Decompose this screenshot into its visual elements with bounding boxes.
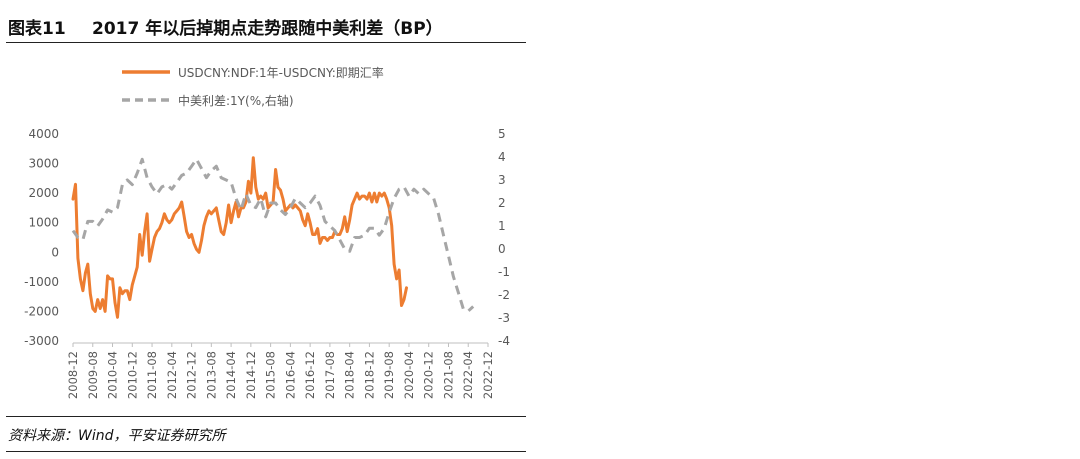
left-y-axis: 4000 3000 2000 1000 0 -1000 -2000 -3000	[24, 127, 59, 348]
series-line-2	[71, 157, 475, 313]
plot-area	[71, 156, 475, 319]
right-tick-label: -4	[498, 334, 510, 348]
left-tick-label: 4000	[28, 127, 59, 141]
left-tick-label: 0	[51, 245, 59, 259]
x-axis: 2008-12 2009-08 2010-04 2010-12 2011-08 2012-…	[66, 342, 495, 399]
x-tick-label: 2012-04	[165, 351, 179, 399]
right-y-axis: 5 4 3 2 1 0 -1 -2 -3 -4	[498, 127, 510, 348]
x-tick-label: 2015-08	[264, 351, 278, 399]
figure-title: 2017 年以后掉期点走势跟随中美利差（BP）	[92, 19, 443, 39]
x-tick-label: 2016-12	[303, 351, 317, 399]
chart-figure: 图表11 2017 年以后掉期点走势跟随中美利差（BP） USDCNY:NDF:…	[0, 0, 530, 459]
right-tick-label: -3	[498, 311, 510, 325]
right-tick-label: -1	[498, 265, 510, 279]
x-tick-label: 2022-04	[461, 351, 475, 399]
left-tick-label: 3000	[28, 157, 59, 171]
figure-title-bar: 图表11 2017 年以后掉期点走势跟随中美利差（BP）	[6, 10, 526, 43]
x-tick-label: 2021-08	[441, 351, 455, 399]
right-tick-label: 5	[498, 127, 506, 141]
figure-number: 图表11	[8, 19, 66, 39]
x-tick-label: 2013-08	[204, 351, 218, 399]
x-tick-label: 2019-08	[382, 351, 396, 399]
x-tick-label: 2016-04	[283, 351, 297, 399]
right-tick-label: 3	[498, 173, 506, 187]
x-tick-label: 2011-08	[145, 351, 159, 399]
source-note: 资料来源：Wind，平安证券研究所	[8, 428, 226, 444]
x-tick-label: 2022-12	[481, 351, 495, 399]
x-tick-label: 2014-04	[224, 351, 238, 399]
legend: USDCNY:NDF:1年-USDCNY:即期汇率 中美利差:1Y(%,右轴)	[122, 65, 384, 108]
line-chart: USDCNY:NDF:1年-USDCNY:即期汇率 中美利差:1Y(%,右轴) …	[24, 65, 510, 399]
left-tick-label: -2000	[24, 304, 59, 318]
x-tick-label: 2012-12	[185, 351, 199, 399]
x-tick-label: 2010-12	[125, 351, 139, 399]
right-tick-label: 1	[498, 219, 506, 233]
x-tick-label: 2020-12	[422, 351, 436, 399]
x-tick-label: 2018-04	[343, 351, 357, 399]
right-tick-label: 2	[498, 196, 506, 210]
x-tick-label: 2010-04	[106, 351, 120, 399]
x-tick-label: 2020-04	[402, 351, 416, 399]
left-tick-label: -1000	[24, 275, 59, 289]
right-tick-label: 0	[498, 242, 506, 256]
legend-label-series-2: 中美利差:1Y(%,右轴)	[178, 93, 294, 108]
x-tick-label: 2009-08	[86, 351, 100, 399]
x-tick-label: 2017-08	[323, 351, 337, 399]
legend-label-series-1: USDCNY:NDF:1年-USDCNY:即期汇率	[178, 65, 384, 80]
left-tick-label: 1000	[28, 216, 59, 230]
right-tick-label: -2	[498, 288, 510, 302]
x-tick-label: 2018-12	[362, 351, 376, 399]
right-tick-label: 4	[498, 150, 506, 164]
source-bar: 资料来源：Wind，平安证券研究所	[6, 416, 526, 452]
x-tick-label: 2008-12	[66, 351, 80, 399]
left-tick-label: -3000	[24, 334, 59, 348]
x-tick-label: 2014-12	[244, 351, 258, 399]
series-line-1	[71, 156, 408, 319]
left-tick-label: 2000	[28, 186, 59, 200]
